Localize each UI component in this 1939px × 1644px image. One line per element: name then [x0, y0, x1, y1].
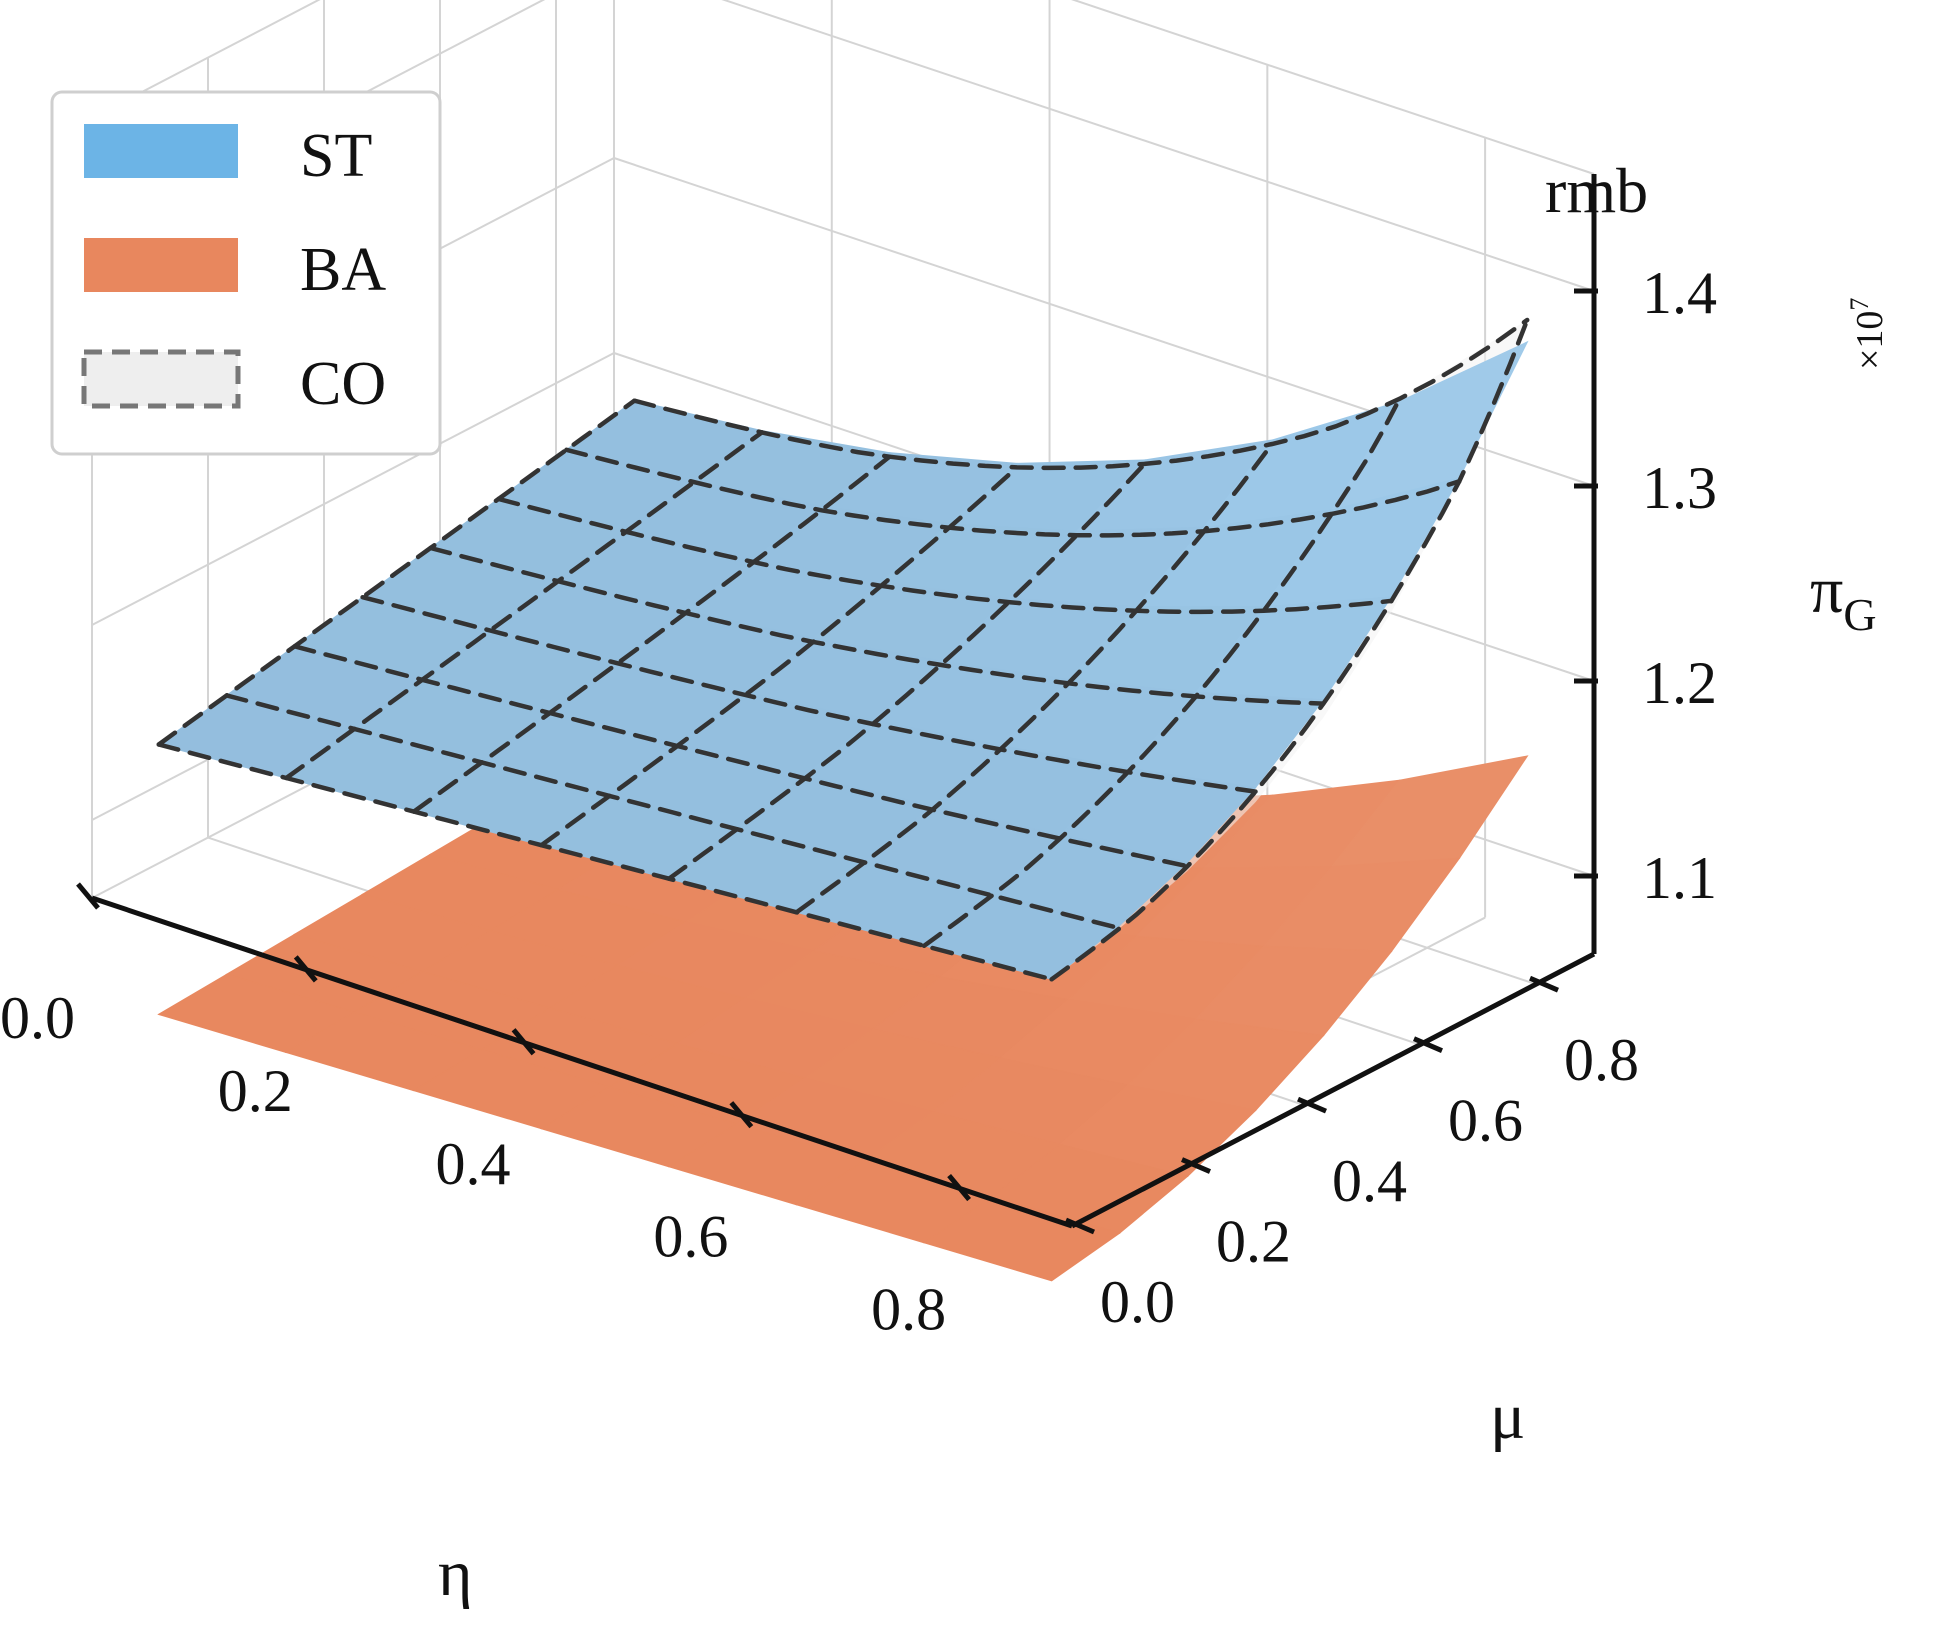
- x-tick: [511, 1028, 536, 1056]
- co-wire-line: [411, 454, 892, 814]
- pane-edge: [91, 0, 321, 119]
- x-axis-line: [91, 895, 1073, 1229]
- legend-swatch-ba: [84, 238, 238, 292]
- x-tick: [293, 955, 318, 983]
- z-tick-label: 1.4: [1642, 260, 1717, 326]
- y-tick-label: 0.4: [1332, 1148, 1407, 1214]
- legend-swatch-co: [81, 349, 241, 409]
- co-wire-line: [666, 461, 1147, 881]
- y-tick: [1297, 1096, 1327, 1114]
- co-wire-line: [632, 317, 1530, 471]
- axes: 0.0 0.2 0.4 0.6 0.8 0.0 0.2 0.4 0.6 0.8 1.1 1.2 1.3 1…: [0, 174, 1717, 1343]
- co-wire-line: [156, 742, 1054, 982]
- legend-label-ba: BA: [300, 236, 386, 304]
- y-tick: [1413, 1036, 1443, 1053]
- y-tick: [1181, 1157, 1211, 1174]
- z-multiplier-exp: 7: [1845, 298, 1874, 311]
- y-tick: [1529, 975, 1559, 993]
- z-tick-label: 1.2: [1642, 650, 1717, 716]
- z-multiplier: ×107: [1845, 298, 1891, 370]
- co-wire-line: [496, 496, 1394, 615]
- z-tick-label: 1.3: [1642, 455, 1717, 521]
- z-axis-label-sub: G: [1843, 589, 1876, 640]
- co-wire-line: [539, 465, 1020, 848]
- y-tick-label: 0.0: [1100, 1269, 1175, 1335]
- co-wire-line: [921, 396, 1402, 949]
- co-wire-line: [1049, 317, 1530, 982]
- surface-ba-cell: [922, 1196, 1121, 1282]
- co-wire-line: [292, 644, 1190, 869]
- legend-label-st: ST: [300, 122, 372, 190]
- wall-grid-z: [91, 352, 615, 626]
- legend-label-co: CO: [300, 350, 386, 418]
- co-wire-line: [156, 398, 637, 747]
- surfaces: [156, 317, 1530, 1282]
- x-tick: [76, 882, 100, 910]
- pane-edge: [1070, 0, 1595, 175]
- co-wire-line: [428, 545, 1326, 706]
- z-unit-label: rmb: [1545, 155, 1648, 226]
- legend-swatch-st: [84, 124, 238, 178]
- x-tick-label: 0.2: [218, 1058, 293, 1124]
- y-tick-label: 0.8: [1564, 1027, 1639, 1093]
- co-wire-line: [564, 447, 1462, 538]
- z-multiplier-base: ×10: [1849, 311, 1891, 370]
- x-tick-label: 0.4: [436, 1131, 511, 1197]
- x-tick: [947, 1173, 972, 1202]
- y-tick-label: 0.6: [1448, 1088, 1523, 1154]
- wall-grid-z2: [721, 0, 1595, 292]
- x-tick-label: 0.6: [653, 1204, 728, 1270]
- y-axis-label: μ: [1490, 1380, 1525, 1453]
- surface-co-wire: [156, 317, 1530, 982]
- co-wire-line: [794, 441, 1275, 915]
- z-tick-label: 1.1: [1642, 845, 1717, 911]
- co-wire-line: [284, 430, 765, 781]
- y-tick-label: 0.2: [1216, 1209, 1291, 1275]
- z-axis-label: πG: [1810, 554, 1877, 640]
- z-axis-label-main: π: [1810, 554, 1843, 627]
- svg-text:×107: ×107: [1845, 298, 1891, 370]
- co-wire-line: [360, 594, 1258, 794]
- y-tick: [1065, 1217, 1095, 1235]
- legend: ST BA CO: [50, 90, 442, 456]
- y-axis-line: [1070, 951, 1596, 1229]
- co-wire-line: [224, 693, 1122, 931]
- x-axis-label: η: [438, 1537, 473, 1610]
- x-tick: [729, 1101, 754, 1129]
- x-tick-label: 0.0: [0, 985, 75, 1051]
- x-tick-label: 0.8: [871, 1277, 946, 1343]
